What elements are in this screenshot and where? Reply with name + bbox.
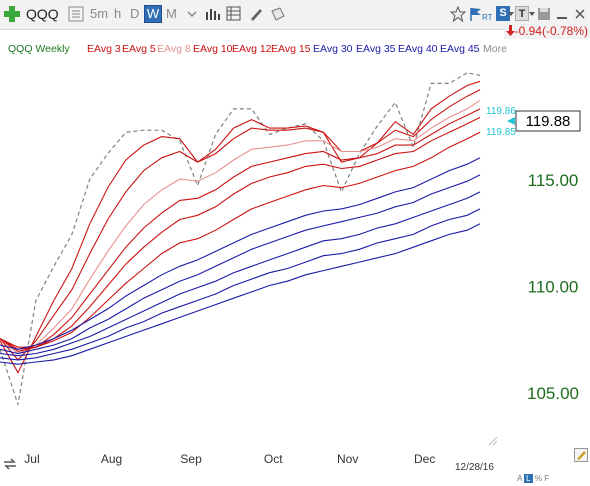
refresh-icon[interactable] <box>2 456 18 472</box>
x-tick-label: Sep <box>180 452 202 466</box>
edit-pencil-icon[interactable] <box>574 448 588 462</box>
series-line-eavg-12 <box>0 116 481 350</box>
flag-icon[interactable] <box>468 6 484 22</box>
x-tick-label: Oct <box>264 452 283 466</box>
series-line-eavg-5 <box>0 89 481 361</box>
series-line-eavg-40 <box>0 191 481 357</box>
series-line-eavg-35 <box>0 174 481 355</box>
legend-item-eavg-45[interactable]: EAvg 45 <box>440 43 480 55</box>
x-tick-label: Aug <box>101 452 122 466</box>
streaming-button[interactable]: S <box>496 6 510 21</box>
timeframe-w[interactable]: W <box>144 5 162 23</box>
indicators-icon[interactable] <box>226 6 242 22</box>
price-change-text: -0.94(-0.78%) <box>514 24 588 38</box>
chevron-down-icon[interactable] <box>529 10 535 18</box>
y-tick-label: 110.00 <box>528 277 579 296</box>
chevron-down-icon[interactable] <box>184 6 200 22</box>
current-date-label: 12/28/16 <box>455 462 494 473</box>
text-tool-button[interactable]: T <box>515 6 529 21</box>
last-price-box <box>515 110 581 132</box>
chevron-down-icon[interactable] <box>508 10 514 18</box>
series-line-eavg-8 <box>0 99 481 355</box>
draw-pencil-icon[interactable] <box>248 6 264 22</box>
legend-item-eavg-40[interactable]: EAvg 40 <box>398 43 438 55</box>
legend-item-eavg-3[interactable]: EAvg 3 <box>87 43 121 55</box>
price-change: -0.94(-0.78%) <box>503 23 590 39</box>
series-line-eavg-10 <box>0 108 481 352</box>
timeframe-5m[interactable]: 5m <box>90 6 109 21</box>
toolbar: QQQ 5m h D W M RT S T <box>0 0 590 30</box>
scale-auto-button[interactable]: A <box>517 474 522 483</box>
legend-item-eavg-12[interactable]: EAvg 12 <box>232 43 272 55</box>
realtime-label[interactable]: RT <box>482 13 493 22</box>
save-icon[interactable] <box>536 6 552 22</box>
scale-options[interactable]: A L % F <box>517 474 549 483</box>
add-symbol-icon[interactable] <box>3 4 21 24</box>
series-line-eavg-45 <box>0 208 481 361</box>
legend-item-qqq-weekly[interactable]: QQQ Weekly <box>8 43 70 55</box>
close-icon[interactable] <box>572 6 588 22</box>
series-line-eavg-30 <box>0 157 481 350</box>
legend-item-eavg-10[interactable]: EAvg 10 <box>193 43 233 55</box>
bar-chart-icon[interactable] <box>204 6 220 22</box>
x-axis: Jul Aug Sep Oct Nov Dec <box>24 452 435 466</box>
band-low-label: 119.85 <box>486 127 516 138</box>
x-tick-label: Dec <box>414 452 435 466</box>
symbol-list-icon[interactable] <box>68 6 84 22</box>
notes-icon[interactable] <box>270 6 286 22</box>
legend-item-eavg-5[interactable]: EAvg 5 <box>122 43 156 55</box>
series-line-series-11 <box>0 223 481 365</box>
chart-legend: QQQ Weekly EAvg 3 EAvg 5 EAvg 8 EAvg 10 … <box>0 43 590 59</box>
price-lines <box>0 72 481 405</box>
last-price-marker <box>507 117 515 125</box>
timeframe-h[interactable]: h <box>114 6 122 21</box>
scale-log-button[interactable]: L <box>524 474 533 483</box>
y-tick-label: 115.00 <box>528 171 579 190</box>
band-high-label: 119.86 <box>486 106 516 117</box>
series-line-eavg-3 <box>0 80 481 374</box>
resize-handle-icon[interactable] <box>488 436 498 446</box>
timeframe-d[interactable]: D <box>130 6 140 21</box>
legend-item-eavg-35[interactable]: EAvg 35 <box>356 43 396 55</box>
series-line-qqq-weekly <box>0 72 481 405</box>
arrow-down-icon <box>505 25 515 36</box>
star-icon[interactable] <box>450 6 466 22</box>
legend-more-link[interactable]: More <box>483 43 507 55</box>
y-axis: 105.00 110.00 115.00 <box>527 171 579 403</box>
x-tick-label: Nov <box>337 452 358 466</box>
last-price-label: 119.88 <box>526 113 571 130</box>
x-tick-label: Jul <box>24 452 39 466</box>
y-tick-label: 105.00 <box>527 384 579 403</box>
legend-item-eavg-30[interactable]: EAvg 30 <box>313 43 353 55</box>
legend-item-eavg-8[interactable]: EAvg 8 <box>157 43 191 55</box>
timeframe-m[interactable]: M <box>166 6 177 21</box>
legend-item-eavg-15[interactable]: EAvg 15 <box>271 43 311 55</box>
scale-percent-button[interactable]: % <box>534 474 542 483</box>
scale-fit-button[interactable]: F <box>544 474 550 483</box>
minimize-icon[interactable] <box>554 6 570 22</box>
symbol-label[interactable]: QQQ <box>26 6 59 22</box>
